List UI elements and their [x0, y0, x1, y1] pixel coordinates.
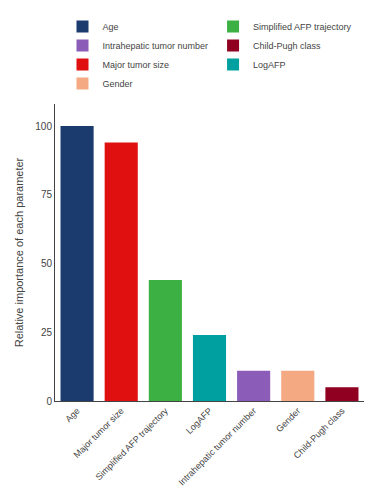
svg-text:25: 25	[41, 327, 53, 338]
svg-text:Age: Age	[63, 406, 81, 424]
svg-text:Major tumor size: Major tumor size	[72, 406, 126, 460]
svg-text:LogAFP: LogAFP	[253, 60, 286, 70]
svg-text:75: 75	[41, 189, 53, 200]
svg-text:0: 0	[46, 396, 52, 407]
svg-text:Child-Pugh class: Child-Pugh class	[253, 41, 321, 51]
svg-text:Major tumor size: Major tumor size	[103, 60, 170, 70]
svg-text:Simplified AFP trajectory: Simplified AFP trajectory	[94, 405, 171, 482]
svg-text:Intrahepatic tumor number: Intrahepatic tumor number	[103, 41, 209, 51]
svg-text:Gender: Gender	[274, 406, 302, 434]
svg-text:Intrahepatic tumor number: Intrahepatic tumor number	[177, 406, 259, 488]
svg-text:100: 100	[35, 121, 52, 132]
svg-text:Age: Age	[103, 22, 119, 32]
svg-text:Child-Pugh class: Child-Pugh class	[292, 405, 347, 460]
svg-text:50: 50	[41, 258, 53, 269]
svg-text:Relative importance of each pa: Relative importance of each parameter	[13, 157, 25, 347]
svg-text:Simplified AFP trajectory: Simplified AFP trajectory	[253, 22, 351, 32]
svg-text:Gender: Gender	[103, 79, 133, 89]
svg-text:LogAFP: LogAFP	[184, 406, 214, 436]
